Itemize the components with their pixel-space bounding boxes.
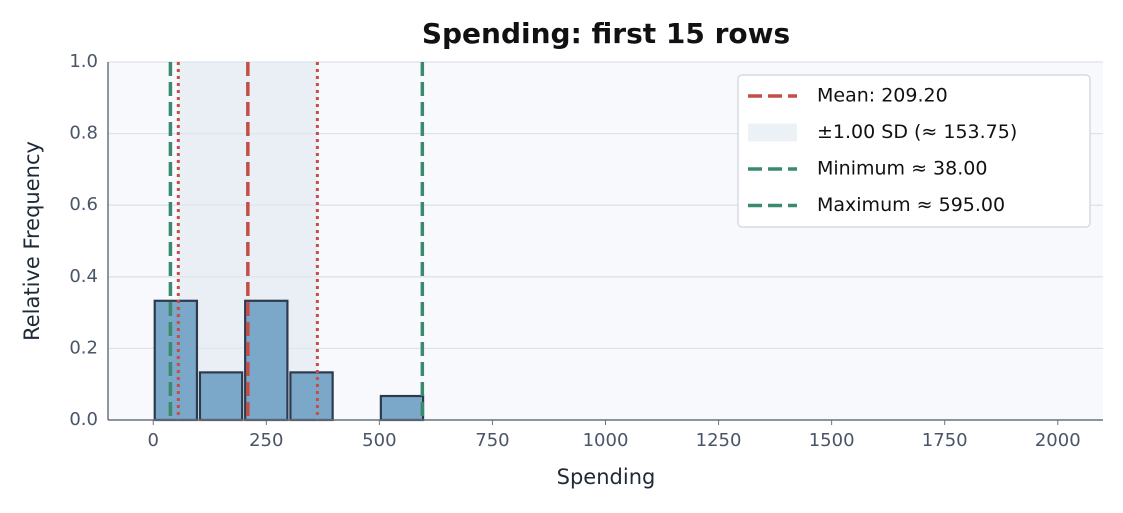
x-tick-label: 1750: [922, 430, 968, 451]
x-tick-label: 750: [475, 430, 509, 451]
x-tick-label: 1000: [583, 430, 629, 451]
x-tick-label: 1500: [809, 430, 855, 451]
x-tick-label: 500: [362, 430, 396, 451]
legend-label: Maximum ≈ 595.00: [817, 194, 1005, 216]
bar: [289, 371, 334, 422]
x-tick-label: 1250: [696, 430, 742, 451]
y-axis-label: Relative Frequency: [20, 141, 44, 341]
y-tick-label: 0.6: [69, 194, 98, 215]
y-tick-label: 0.0: [69, 409, 98, 430]
y-tick-label: 0.2: [69, 337, 98, 358]
legend-label: Mean: 209.20: [817, 85, 948, 107]
bar: [198, 371, 244, 422]
y-tick-label: 1.0: [69, 51, 98, 72]
bar: [379, 394, 425, 422]
bar: [153, 299, 199, 422]
chart-title: Spending: first 15 rows: [422, 17, 790, 50]
x-axis-label: Spending: [557, 465, 656, 489]
y-tick-label: 0.8: [69, 123, 98, 144]
x-tick-label: 0: [148, 430, 159, 451]
x-tick-label: 2000: [1035, 430, 1081, 451]
x-tick-label: 250: [249, 430, 283, 451]
bar: [244, 299, 289, 422]
legend-swatch: [748, 123, 797, 142]
legend-label: ±1.00 SD (≈ 153.75): [817, 121, 1017, 143]
y-tick-label: 0.4: [69, 266, 98, 287]
legend-label: Minimum ≈ 38.00: [817, 158, 987, 180]
legend-box: [737, 74, 1091, 228]
